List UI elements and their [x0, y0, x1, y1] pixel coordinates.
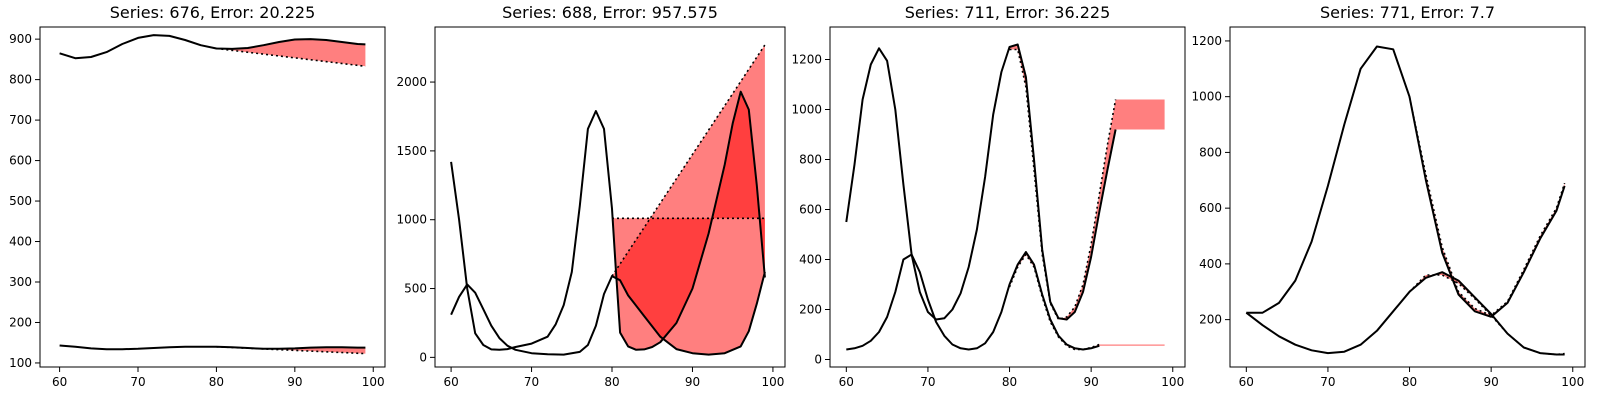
- plot-area: [1245, 45, 1566, 356]
- x-tick-label: 70: [1320, 375, 1335, 389]
- x-tick-label: 90: [685, 375, 700, 389]
- actual-series-line-2: [450, 271, 766, 356]
- forecast-line-1: [216, 47, 366, 68]
- y-tick-label: 400: [9, 235, 32, 249]
- x-tick-label: 80: [209, 375, 224, 389]
- y-tick-label: 1000: [396, 213, 427, 227]
- y-tick-label: 400: [799, 253, 822, 267]
- x-tick-label: 60: [839, 375, 854, 389]
- actual-series-line-2: [1246, 45, 1566, 318]
- y-tick-label: 600: [799, 203, 822, 217]
- y-tick-label: 500: [9, 194, 32, 208]
- x-tick-label: 100: [362, 375, 385, 389]
- x-tick-label: 70: [524, 375, 539, 389]
- plot-frame: [434, 26, 786, 368]
- x-tick-label: 100: [761, 375, 784, 389]
- y-tick-label: 900: [9, 32, 32, 46]
- error-region-1: [216, 39, 366, 67]
- chart-panel-1: 60 70 80 90 100 100 200 300 400 500 600 700 800 900 Se…: [9, 3, 386, 389]
- x-tick-label: 90: [1484, 375, 1499, 389]
- y-tick-label: 1200: [791, 53, 822, 67]
- error-region-2: [216, 346, 366, 354]
- y-tick-label: 1000: [1191, 90, 1222, 104]
- plot-area: [59, 34, 366, 355]
- y-tick-label: 1500: [396, 144, 427, 158]
- y-tick-label: 200: [1199, 313, 1222, 327]
- y-tick-label: 200: [799, 303, 822, 317]
- y-tick-label: 200: [9, 315, 32, 329]
- y-tick-label: 500: [404, 282, 427, 296]
- y-tick-label: 0: [419, 350, 427, 364]
- y-tick-label: 800: [799, 153, 822, 167]
- x-tick-label: 70: [130, 375, 145, 389]
- y-tick-label: 0: [814, 353, 822, 367]
- forecast-line-1: [1009, 48, 1117, 321]
- y-tick-label: 400: [1199, 257, 1222, 271]
- x-tick-label: 90: [1084, 375, 1099, 389]
- forecast-line-2: [1008, 253, 1100, 351]
- chart-title: Series: 688, Error: 957.575: [502, 3, 718, 22]
- y-tick-label: 800: [9, 73, 32, 87]
- y-tick-label: 1200: [1191, 34, 1222, 48]
- x-tick-label: 80: [604, 375, 619, 389]
- error-region-1: [1409, 272, 1565, 355]
- x-tick-label: 80: [1002, 375, 1017, 389]
- plot-frame: [1229, 26, 1586, 368]
- plot-area: [845, 43, 1165, 351]
- y-tick-label: 2000: [396, 75, 427, 89]
- chart-title: Series: 711, Error: 36.225: [905, 3, 1111, 22]
- x-tick-label: 60: [52, 375, 67, 389]
- forecast-line-2: [1408, 96, 1566, 317]
- x-tick-label: 90: [287, 375, 302, 389]
- x-tick-label: 60: [1239, 375, 1254, 389]
- y-tick-label: 800: [1199, 145, 1222, 159]
- plot-area: [450, 44, 766, 356]
- y-tick-label: 600: [9, 154, 32, 168]
- x-tick-label: 80: [1402, 375, 1417, 389]
- actual-series-line-1: [450, 90, 766, 351]
- x-tick-label: 60: [443, 375, 458, 389]
- y-tick-label: 300: [9, 275, 32, 289]
- x-tick-label: 100: [1561, 375, 1584, 389]
- actual-series-line-2: [846, 251, 1100, 351]
- chart-panel-4: 60 70 80 90 100 200 400 600 800 1000 1200 Series: 7…: [1191, 3, 1586, 389]
- y-tick-label: 100: [9, 356, 32, 370]
- chart-title: Series: 676, Error: 20.225: [110, 3, 316, 22]
- error-region-2: [612, 44, 765, 355]
- plot-frame: [829, 26, 1186, 368]
- error-region-1: [1009, 44, 1165, 320]
- x-tick-label: 100: [1161, 375, 1184, 389]
- y-tick-label: 1000: [791, 103, 822, 117]
- y-tick-label: 700: [9, 113, 32, 127]
- actual-series-line-1: [845, 43, 1117, 321]
- chart-title: Series: 771, Error: 7.7: [1320, 3, 1495, 22]
- chart-panel-3: 60 70 80 90 100020040060080010001200Series: …: [791, 3, 1186, 389]
- y-tick-label: 600: [1199, 201, 1222, 215]
- x-tick-label: 70: [920, 375, 935, 389]
- forecast-line-2: [611, 44, 766, 277]
- plot-frame: [39, 26, 386, 368]
